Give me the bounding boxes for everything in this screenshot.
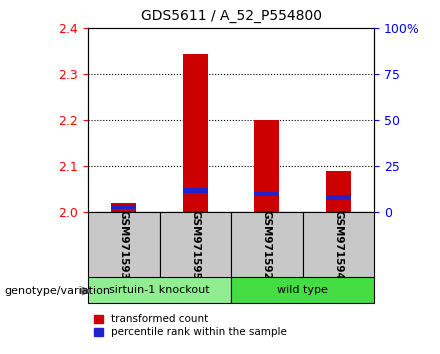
Bar xyxy=(254,192,279,196)
Title: GDS5611 / A_52_P554800: GDS5611 / A_52_P554800 xyxy=(140,9,322,23)
Text: GSM971592: GSM971592 xyxy=(262,210,272,280)
Text: wild type: wild type xyxy=(277,285,328,295)
Bar xyxy=(111,205,136,209)
Text: sirtuin-1 knockout: sirtuin-1 knockout xyxy=(109,285,210,295)
Bar xyxy=(254,120,279,212)
Text: GSM971594: GSM971594 xyxy=(333,210,343,280)
Bar xyxy=(183,53,208,212)
Text: GSM971593: GSM971593 xyxy=(119,210,129,280)
Bar xyxy=(326,171,351,212)
Text: genotype/variation: genotype/variation xyxy=(4,286,110,296)
Bar xyxy=(88,277,231,303)
Bar xyxy=(160,212,231,278)
Bar xyxy=(231,212,303,278)
Legend: transformed count, percentile rank within the sample: transformed count, percentile rank withi… xyxy=(93,313,288,338)
Text: GSM971595: GSM971595 xyxy=(190,210,200,280)
Bar xyxy=(183,188,208,193)
Bar xyxy=(88,212,160,278)
Bar xyxy=(231,277,374,303)
Bar xyxy=(326,195,351,200)
Bar xyxy=(111,203,136,212)
Bar xyxy=(303,212,374,278)
